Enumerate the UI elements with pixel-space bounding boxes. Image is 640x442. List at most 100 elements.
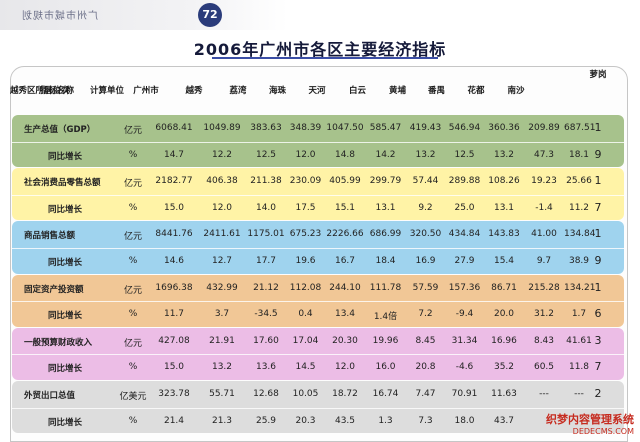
table-row: 同比增长% 15.0 12.0 14.0 17.5 15.1 13.1 9.2 25.0 13.1… <box>10 199 626 219</box>
value-cell: 686.99 <box>369 229 402 240</box>
value-cell: 70.91 <box>451 389 478 399</box>
value-cell: 14.5 <box>295 362 316 373</box>
value-cell: 31.2 <box>533 309 555 320</box>
value-cell: 21.12 <box>253 282 279 293</box>
value-cell: 31.34 <box>451 335 478 346</box>
value-cell: 13.1 <box>493 202 515 213</box>
value-cell: 8.43 <box>533 335 555 346</box>
value-cell: 12.0 <box>334 362 356 373</box>
value-cell: 8441.76 <box>155 229 193 240</box>
unit-cell: 亿元 <box>123 126 142 136</box>
value-cell: 111.78 <box>369 282 402 293</box>
unit-cell: % <box>128 415 138 426</box>
value-cell: -9.4 <box>455 309 474 320</box>
row-group-band <box>12 168 624 221</box>
row-group-band <box>12 274 624 327</box>
unit-cell: % <box>128 309 138 320</box>
rank-cell: 1 <box>594 280 602 294</box>
row-separator <box>12 354 624 356</box>
value-cell: 12.5 <box>255 149 277 160</box>
table-row: 固定资产投资额 亿元 1696.38 432.99 21.12 112.08 244.10 1… <box>10 279 626 299</box>
value-cell: 13.1 <box>375 202 396 213</box>
watermark-line-1: 织梦内容管理系统 <box>546 413 634 426</box>
value-cell: 1175.01 <box>247 229 285 240</box>
value-cell: 14.0 <box>255 202 277 213</box>
value-cell: 1047.50 <box>326 123 364 133</box>
value-cell: 19.96 <box>372 335 399 346</box>
unit-cell: % <box>128 149 138 160</box>
value-cell: 60.5 <box>533 362 555 373</box>
rank-cell: 1 <box>594 121 602 134</box>
value-cell: 18.4 <box>375 256 396 266</box>
value-cell: 16.0 <box>375 362 396 373</box>
value-cell: 8.45 <box>415 335 436 346</box>
indicator-name: 生产总值（GDP） <box>24 125 96 135</box>
value-cell: 687.51 <box>564 123 596 133</box>
value-cell: 2226.66 <box>326 229 364 240</box>
value-cell: 209.89 <box>528 123 560 133</box>
table-row: 外贸出口总值 亿美元 323.78 55.71 12.68 10.05 18.72 16.74… <box>10 385 626 405</box>
value-cell: 434.84 <box>448 229 481 240</box>
value-cell: 360.36 <box>488 123 520 133</box>
value-cell: 1696.38 <box>155 282 193 293</box>
value-cell: 9.7 <box>536 256 552 266</box>
row-separator <box>12 248 624 249</box>
watermark: 织梦内容管理系统 DEDECMS.COM <box>546 411 634 436</box>
value-cell: 7.47 <box>415 389 436 399</box>
column-header: 天河 <box>308 86 326 96</box>
table-row: 同比增长% 15.0 13.2 13.6 14.5 12.0 16.0 20.8 -4.6 35.… <box>10 358 626 378</box>
row-group-band <box>12 221 624 274</box>
top-banner: 广州市城市规划 <box>0 0 640 30</box>
column-header: 荔湾 <box>229 86 247 96</box>
value-cell: 86.71 <box>491 282 517 293</box>
value-cell: 7.2 <box>418 309 433 320</box>
value-cell: 14.6 <box>163 256 185 266</box>
value-cell: 12.7 <box>211 256 233 266</box>
value-cell: 546.94 <box>448 123 481 133</box>
value-cell: 41.61 <box>566 335 592 346</box>
column-header: 计算单位 <box>90 86 125 96</box>
indicator-name: 同比增长 <box>47 258 82 268</box>
value-cell: 16.7 <box>334 256 356 266</box>
value-cell: 35.2 <box>493 362 515 373</box>
value-cell: 14.7 <box>163 149 185 160</box>
value-cell: 13.4 <box>334 309 356 320</box>
value-cell: 2182.77 <box>155 176 193 187</box>
row-separator <box>12 194 624 196</box>
value-cell: 13.6 <box>255 362 277 373</box>
value-cell: 12.2 <box>211 149 233 160</box>
value-cell: 11.63 <box>491 389 517 399</box>
value-cell: 348.39 <box>289 123 322 133</box>
value-cell: 675.23 <box>289 229 322 240</box>
indicator-name: 同比增长 <box>47 364 82 375</box>
column-header: 广州市 <box>133 86 159 96</box>
unit-cell: 亿元 <box>123 285 142 296</box>
column-header: 越秀区所居位次 <box>10 86 70 96</box>
value-cell: 25.66 <box>566 176 592 187</box>
table-row: 同比增长% 11.7 3.7 -34.5 0.4 13.4 1.4倍 7.2 -9.4 20.0 3… <box>10 305 626 325</box>
value-cell: 20.0 <box>493 309 515 320</box>
value-cell: 43.7 <box>493 415 515 426</box>
indicator-name: 同比增长 <box>47 204 82 215</box>
value-cell: 20.30 <box>332 335 358 346</box>
value-cell: 16.9 <box>415 256 436 266</box>
value-cell: 585.47 <box>369 123 402 133</box>
value-cell: -1.4 <box>535 202 553 213</box>
value-cell: 17.60 <box>253 335 279 346</box>
value-cell: 13.2 <box>493 149 515 160</box>
unit-cell: 亿美元 <box>119 392 147 402</box>
value-cell: 320.50 <box>409 229 442 240</box>
value-cell: 12.68 <box>253 389 279 399</box>
indicator-name: 商品销售总额 <box>24 231 76 242</box>
watermark-line-2: DEDECMS.COM <box>572 427 634 436</box>
value-cell: 16.74 <box>372 389 399 399</box>
value-cell: 21.3 <box>211 415 233 426</box>
column-header: 海珠 <box>268 86 286 96</box>
value-cell: 19.23 <box>531 176 557 187</box>
value-cell: 25.9 <box>255 415 277 426</box>
value-cell: 6068.41 <box>155 123 193 133</box>
value-cell: 18.72 <box>332 389 358 399</box>
unit-cell: 亿元 <box>123 338 142 349</box>
value-cell: 25.0 <box>454 202 475 213</box>
table-row: 生产总值（GDP） 亿元 6068.41 1049.89 383.63 348.39 104… <box>10 119 626 139</box>
